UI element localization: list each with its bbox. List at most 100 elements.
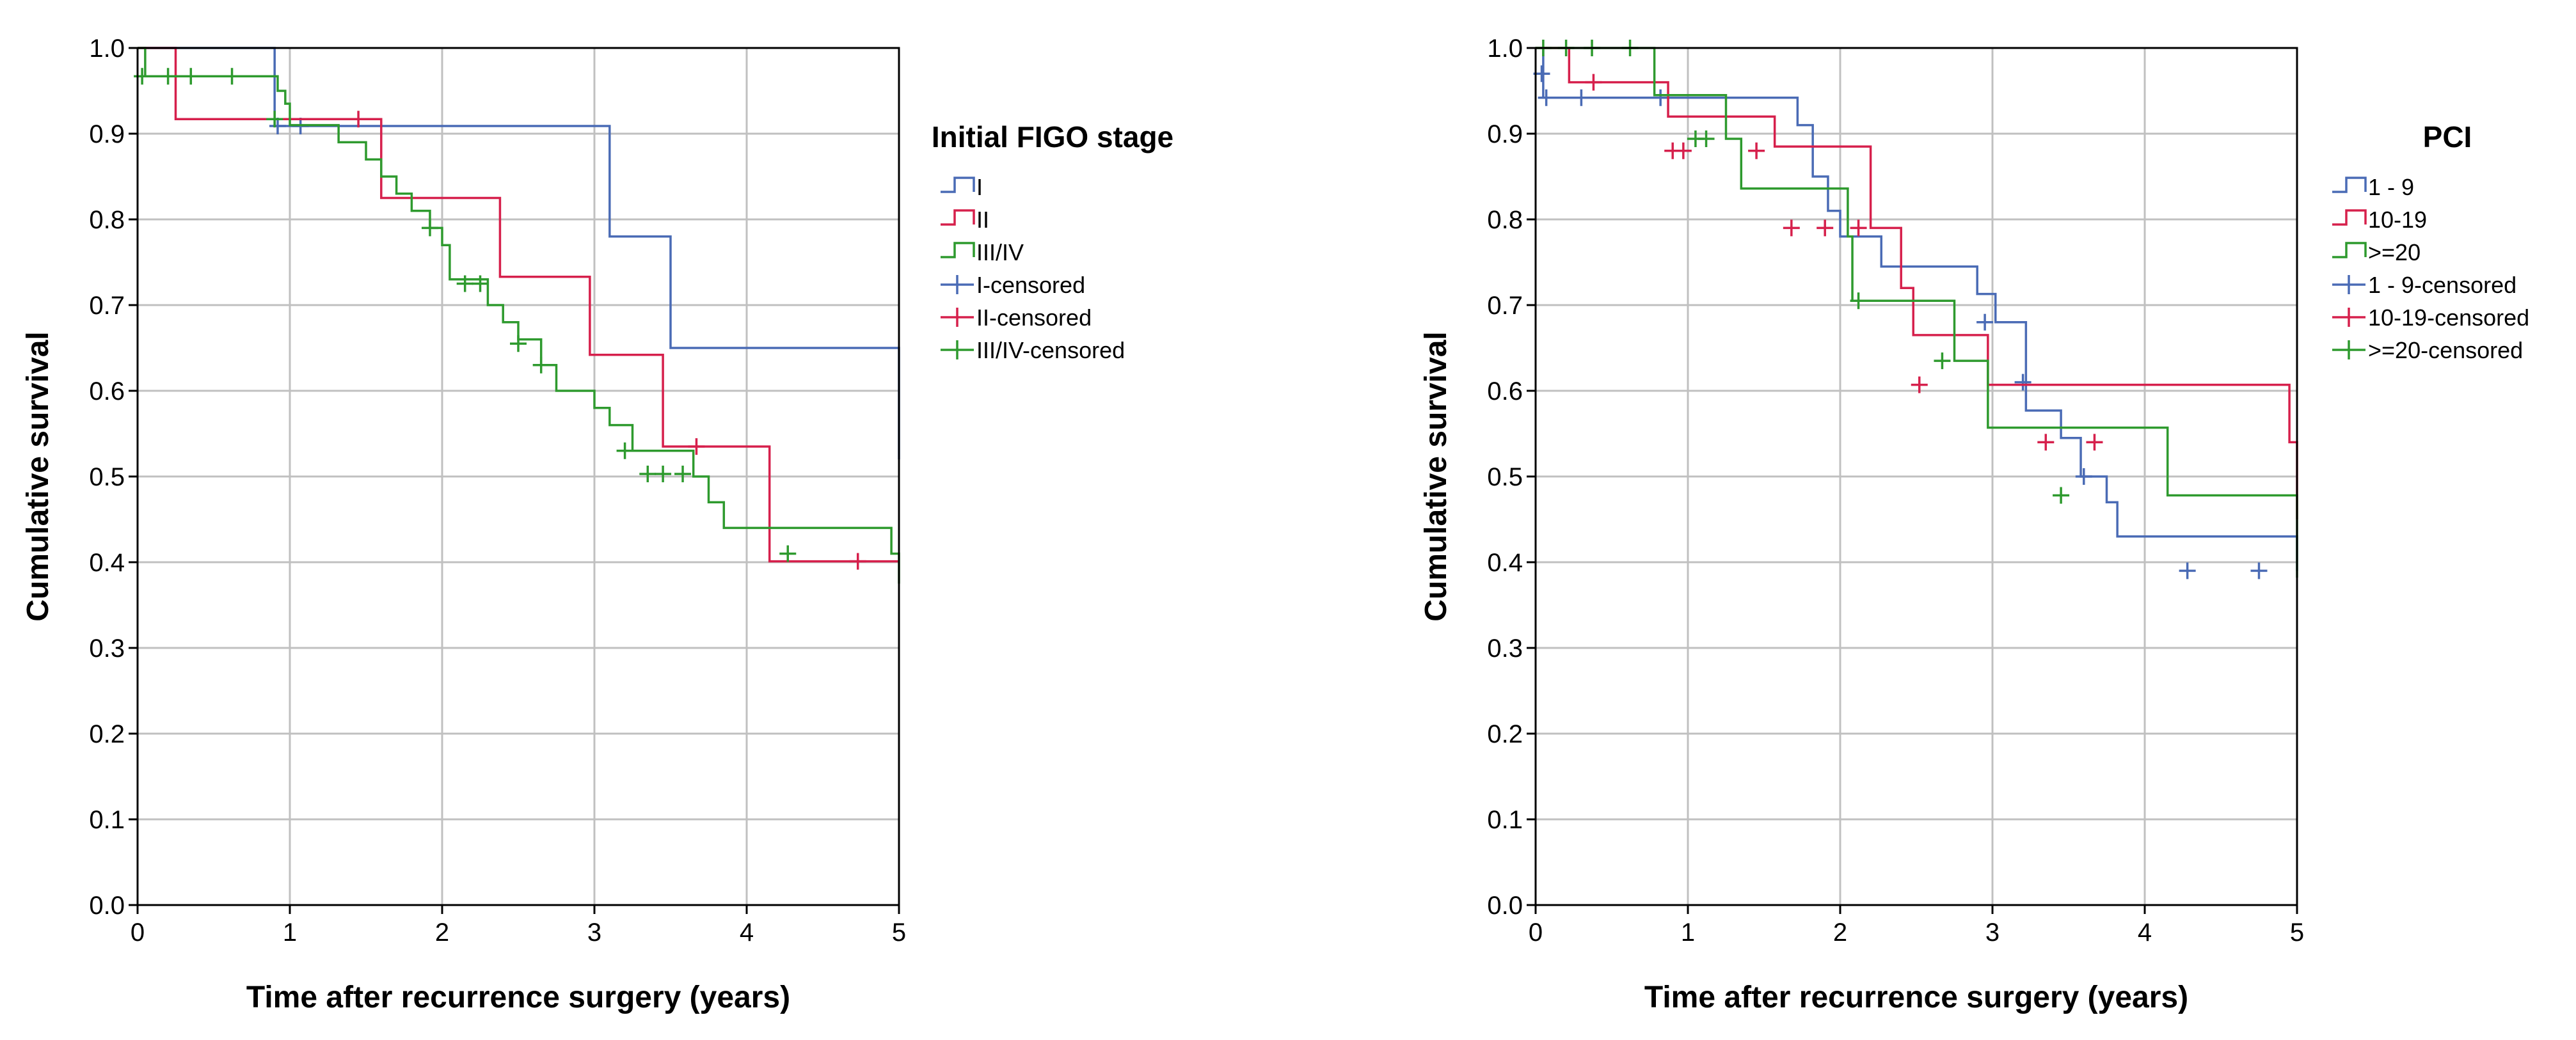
y-tick-label: 0.2	[1487, 720, 1523, 748]
censor-mark-10-19	[1585, 74, 1602, 91]
y-tick-label: 0.4	[1487, 549, 1523, 577]
y-tick-label: 1.0	[1487, 35, 1523, 63]
censor-mark-iii-iv	[510, 335, 527, 352]
y-tick-label: 0.3	[1487, 634, 1523, 663]
y-tick-label: 0.9	[89, 120, 125, 148]
chart-panel-pci: 0 1 2 3 4 50.00.10.20.30.40.50.60.70.80.91.0 …	[1419, 35, 2529, 1014]
legend-swatch-ii-censored	[941, 308, 974, 327]
legend-label-iii-iv-censored: III/IV-censored	[976, 337, 1125, 363]
censor-mark-iii-iv	[266, 111, 283, 128]
y-tick-label: 0.3	[89, 634, 125, 663]
y-tick-label: 0.0	[1487, 892, 1523, 920]
censor-mark-iii-iv	[532, 356, 550, 374]
y-tick-label: 0.4	[89, 549, 125, 577]
y-tick-label: 0.8	[89, 206, 125, 234]
legend-label-gte20: >=20	[2368, 239, 2421, 265]
y-tick-label: 1.0	[89, 35, 125, 63]
survival-line-ii	[138, 47, 899, 563]
legend-label-gte20-censored: >=20-censored	[2368, 337, 2523, 363]
censor-mark-ii	[688, 438, 705, 455]
legend-swatch-i-censored	[941, 275, 974, 294]
censor-mark-gte20	[1850, 292, 1867, 310]
x-tick-label: 4	[2138, 918, 2152, 947]
legend-label-ii-censored: II-censored	[976, 304, 1092, 331]
legend-label-10-19-censored: 10-19-censored	[2368, 304, 2529, 331]
survival-line-iii-iv	[138, 47, 900, 584]
censor-mark-iii-iv	[456, 275, 473, 292]
censor-mark-iii-iv	[421, 219, 438, 237]
axis-ticks-pci: 0 1 2 3 4 5 0.0 0.1 0.2 0.3 0.4 0.5 0.6 0.7 0.8 0.9 1.0	[1487, 35, 2304, 947]
legend-swatch-ii	[941, 209, 975, 226]
y-tick-label: 0.1	[89, 806, 125, 834]
legend-label-1-9: 1 - 9	[2368, 174, 2414, 200]
x-tick-label: 0	[131, 918, 145, 947]
censor-mark-gte20	[1697, 130, 1715, 148]
survival-curves-pci	[1533, 40, 2298, 579]
censor-mark-10-19	[1850, 219, 1867, 237]
legend-swatch-1-9	[2332, 177, 2367, 193]
y-tick-label: 0.8	[1487, 206, 1523, 234]
legend-label-1-9-censored: 1 - 9-censored	[2368, 272, 2516, 298]
legend-label-10-19: 10-19	[2368, 207, 2427, 233]
y-tick-label: 0.1	[1487, 806, 1523, 834]
censor-mark-10-19	[1911, 376, 1928, 393]
censor-mark-iii-iv	[779, 545, 797, 562]
survival-line-gte20	[1536, 47, 2298, 578]
censor-mark-iii-iv	[472, 275, 489, 292]
x-tick-label: 3	[587, 918, 601, 947]
y-tick-label: 0.9	[1487, 120, 1523, 148]
censor-mark-i	[269, 117, 286, 134]
y-tick-label: 0.6	[89, 377, 125, 406]
censor-mark-1-9	[1573, 89, 1590, 106]
censor-mark-1-9	[2075, 468, 2092, 485]
legend-swatch-gte20	[2332, 242, 2367, 258]
censor-mark-10-19	[1748, 142, 1765, 159]
legend-label-i: I	[976, 174, 983, 200]
legend-figo: Initial FIGO stage IIIIII/IVI-censoredII…	[932, 120, 1173, 363]
x-tick-label: 5	[2290, 918, 2304, 947]
legend-swatch-10-19	[2332, 209, 2367, 226]
censor-mark-1-9	[2014, 374, 2031, 391]
censor-mark-iii-iv	[159, 68, 177, 85]
censor-mark-10-19	[1783, 219, 1800, 237]
censor-mark-1-9	[1538, 89, 1555, 106]
legend-title-figo: Initial FIGO stage	[932, 120, 1173, 154]
legend-label-ii: II	[976, 207, 989, 233]
censor-mark-1-9	[2250, 562, 2268, 579]
x-tick-label: 2	[435, 918, 449, 947]
survival-curves-figo	[134, 47, 900, 584]
censor-mark-iii-iv	[616, 442, 633, 459]
censor-mark-ii	[849, 553, 866, 570]
censor-mark-ii	[350, 111, 367, 128]
x-axis-title-figo: Time after recurrence surgery (years)	[246, 981, 790, 1014]
y-tick-label: 0.5	[1487, 463, 1523, 491]
y-tick-label: 0.7	[1487, 292, 1523, 320]
chart-panel-figo: 0 1 2 3 4 50.00.10.20.30.40.50.60.70.80.91.0 …	[21, 35, 1173, 1014]
x-tick-label: 1	[283, 918, 297, 947]
censor-mark-1-9	[2179, 562, 2196, 579]
censor-mark-iii-iv	[674, 465, 692, 482]
legend-label-i-censored: I-censored	[976, 272, 1085, 298]
legend-title-pci: PCI	[2423, 120, 2472, 154]
legend-swatch-1-9-censored	[2332, 275, 2365, 294]
x-tick-label: 4	[740, 918, 754, 947]
x-tick-label: 5	[892, 918, 906, 947]
y-axis-title-pci: Cumulative survival	[1419, 331, 1453, 622]
x-tick-label: 1	[1681, 918, 1695, 947]
x-tick-label: 0	[1529, 918, 1543, 947]
y-tick-label: 0.2	[89, 720, 125, 748]
censor-mark-iii-iv	[182, 68, 200, 85]
y-tick-label: 0.7	[89, 292, 125, 320]
legend-swatch-iii-iv-censored	[941, 340, 974, 359]
censor-mark-iii-iv	[655, 465, 672, 482]
censor-mark-10-19	[2037, 434, 2055, 451]
x-tick-label: 2	[1833, 918, 1847, 947]
censor-mark-1-9	[1976, 313, 1994, 331]
legend-swatch-iii-iv	[941, 242, 975, 258]
x-axis-title-pci: Time after recurrence surgery (years)	[1644, 981, 2188, 1014]
censor-mark-iii-iv	[134, 68, 151, 85]
legend-swatch-i	[941, 177, 975, 193]
censor-mark-gte20	[2053, 487, 2070, 504]
y-tick-label: 0.0	[89, 892, 125, 920]
